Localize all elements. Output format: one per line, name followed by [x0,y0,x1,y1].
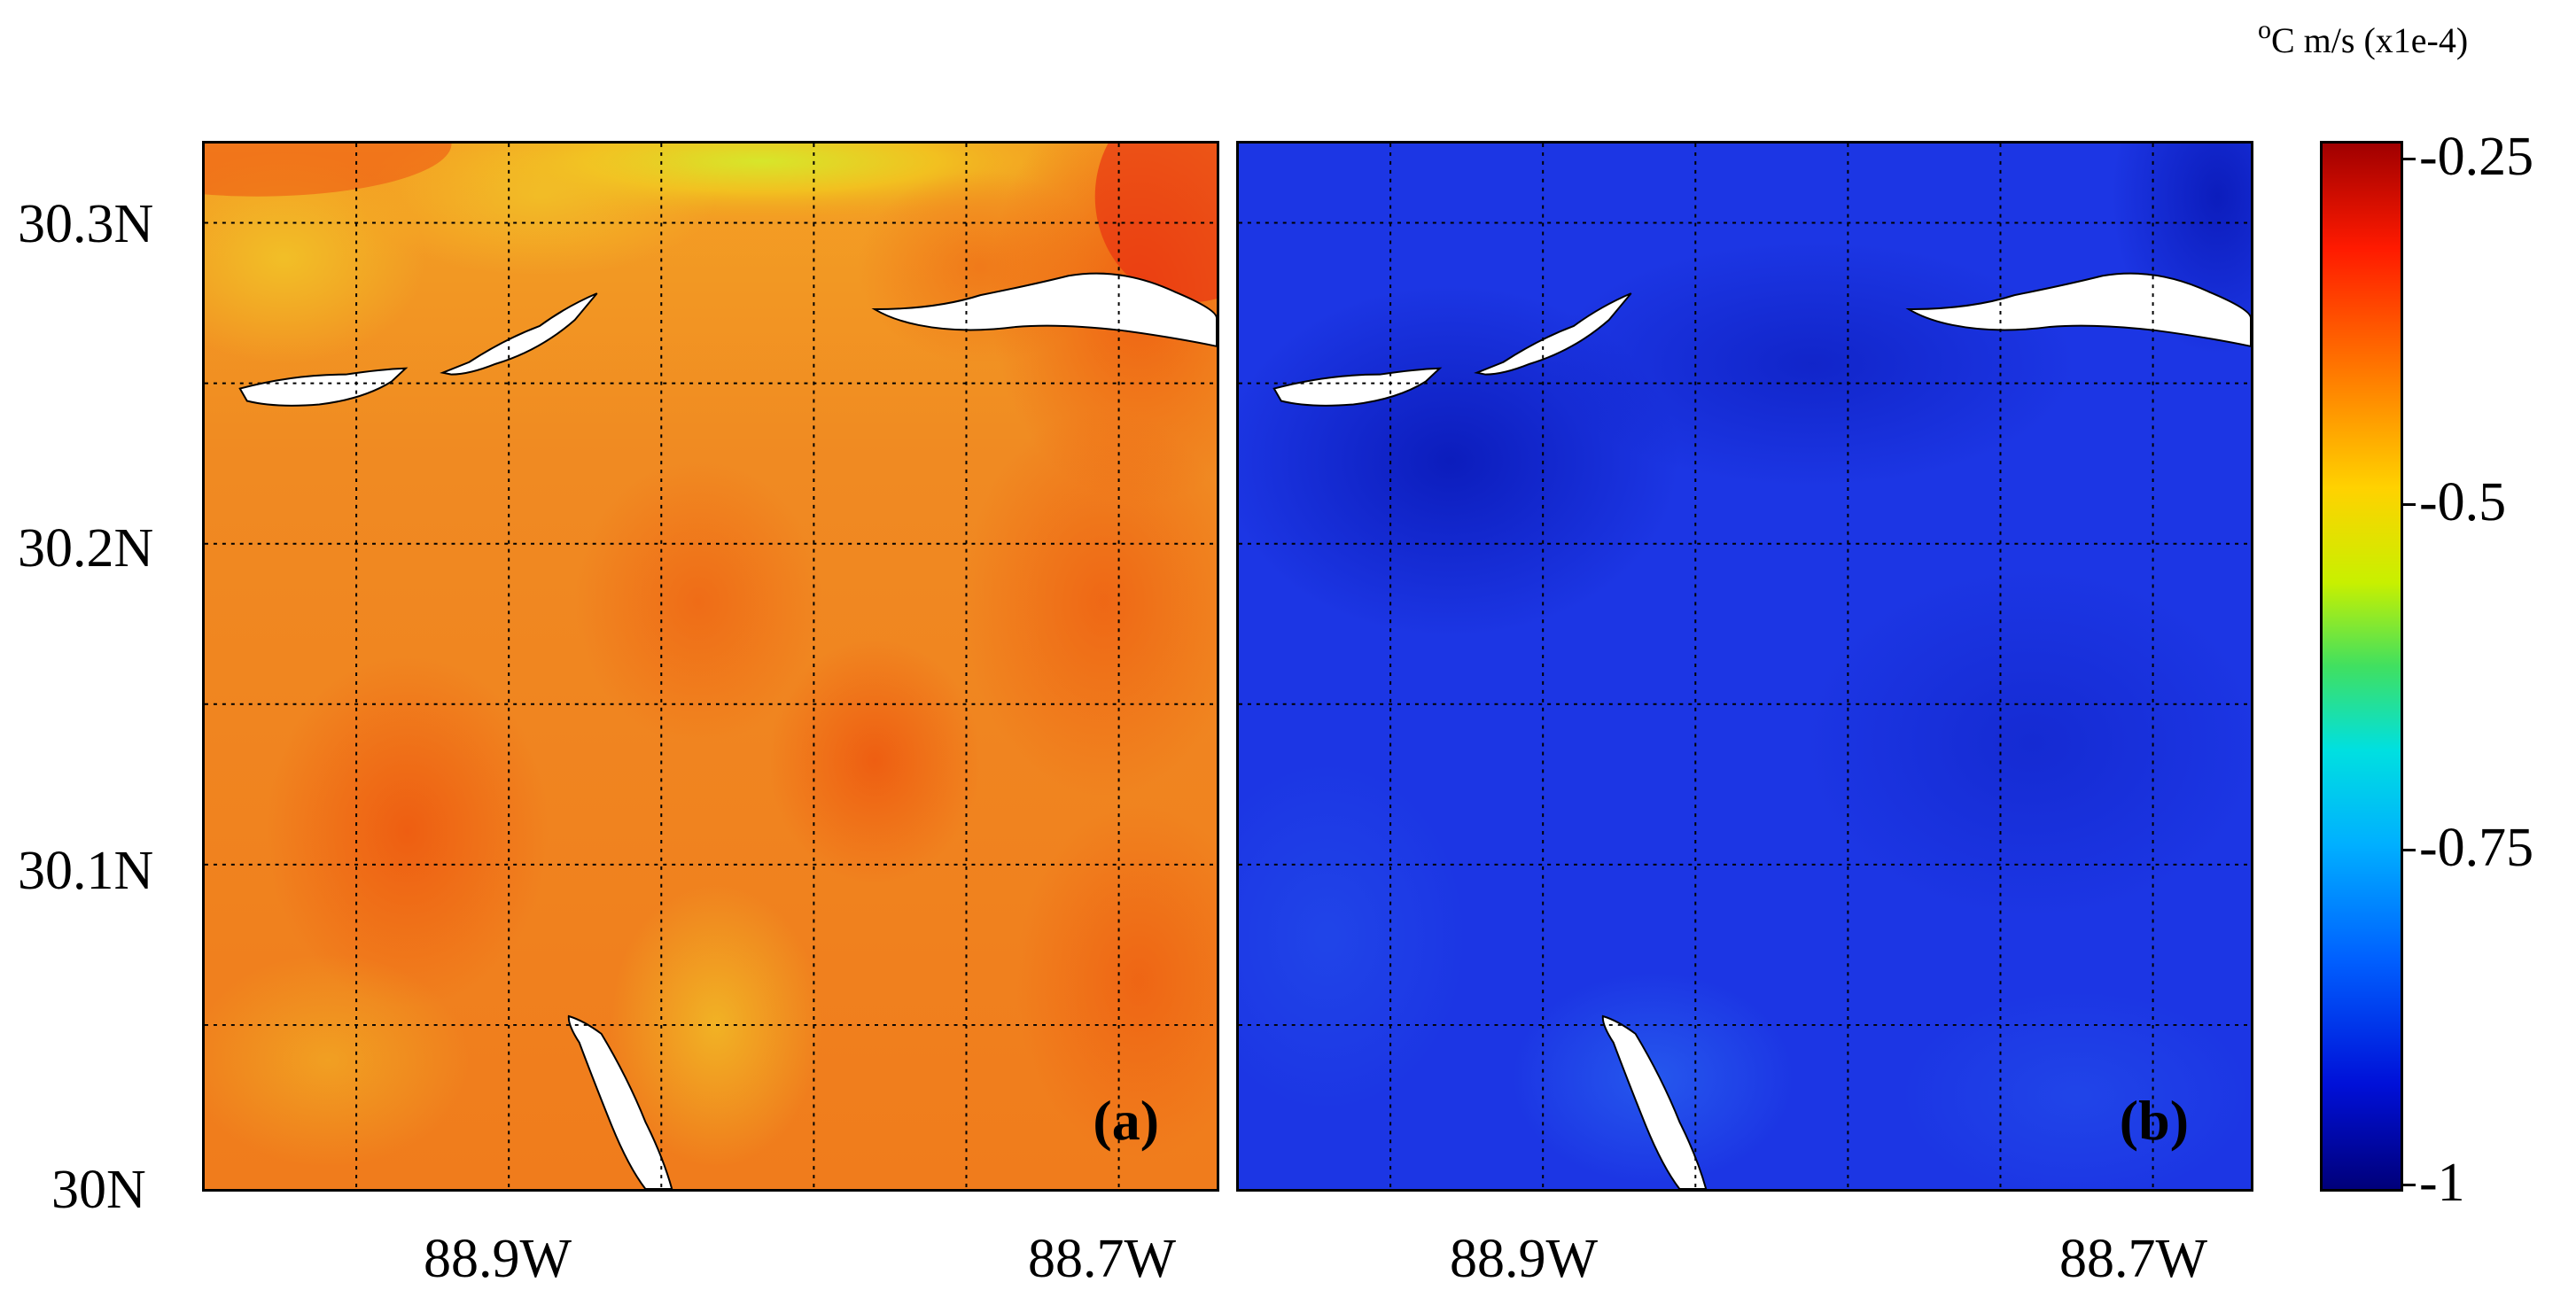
lon-label-a-88-7: 88.7W [1028,1229,1177,1289]
lat-label-30-2: 30.2N [18,518,154,579]
colorbar-tick-mark [2403,849,2416,851]
map-a-field [205,144,1217,1189]
lat-label-30: 30N [51,1160,146,1220]
colorbar-tick-mark [2403,158,2416,160]
lon-label-b-88-7: 88.7W [2059,1229,2208,1289]
colorbar-gradient [2323,144,2401,1189]
degree-prefix: o [2258,15,2271,44]
colorbar-tick-0: -0.25 [2419,127,2534,187]
lat-label-30-3: 30.3N [18,194,154,254]
lon-label-a-88-9: 88.9W [424,1229,572,1289]
colorbar-tick-3: -1 [2419,1153,2465,1213]
map-b-field [1239,144,2251,1189]
lat-label-30-1: 30.1N [18,841,154,901]
map-b-grid [1239,144,2251,1189]
units-text: C m/s (x1e-4) [2271,20,2469,60]
colorbar-tick-mark [2403,1184,2416,1186]
panel-a-label: (a) [1093,1089,1159,1152]
map-panel-a: (a) [202,141,1219,1192]
colorbar-units-label: oC m/s (x1e-4) [2258,15,2469,61]
colorbar-tick-1: -0.5 [2419,472,2507,532]
map-panel-b: (b) [1236,141,2253,1192]
lon-label-b-88-9: 88.9W [1450,1229,1599,1289]
colorbar-tick-mark [2403,503,2416,506]
colorbar [2320,141,2403,1192]
panel-b-label: (b) [2119,1089,2189,1152]
colorbar-tick-2: -0.75 [2419,818,2534,878]
map-a-grid [205,144,1217,1189]
